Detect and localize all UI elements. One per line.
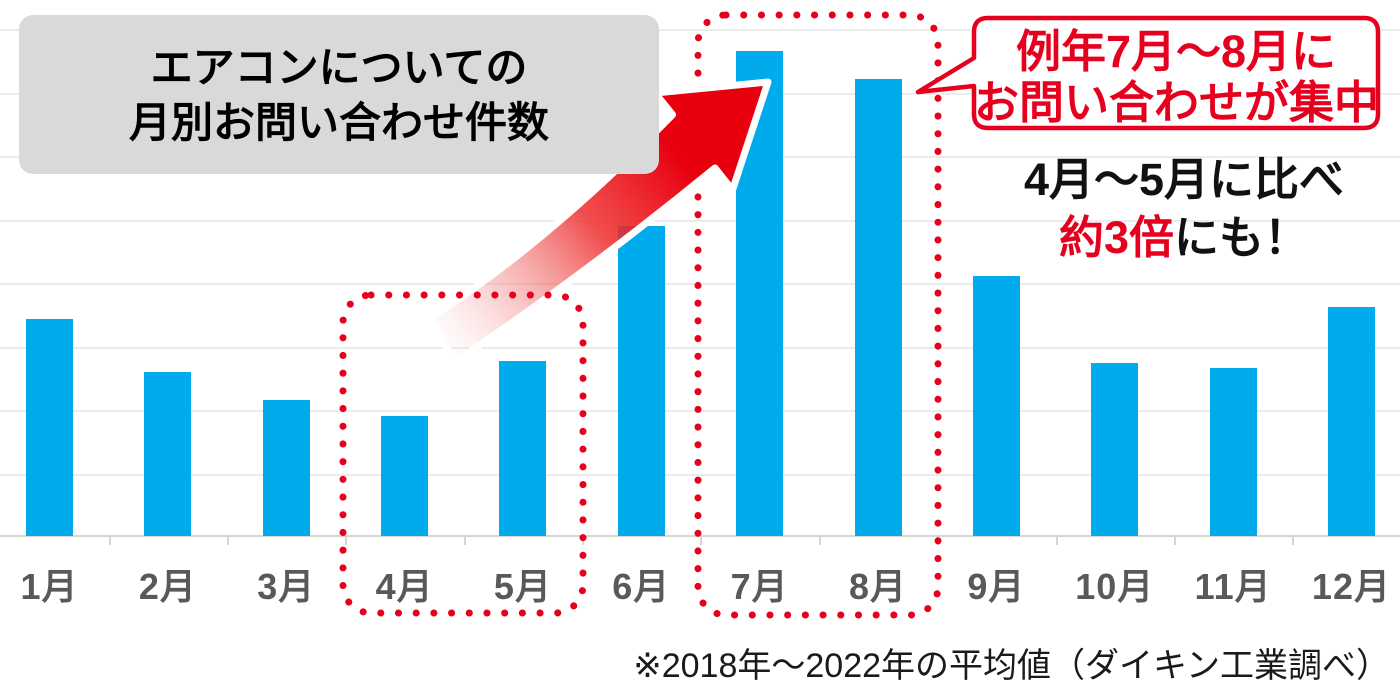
highlight-box-apr-may (339, 291, 587, 617)
axis-tick (1173, 537, 1176, 545)
axis-label-3月: 3月 (257, 566, 316, 607)
bar-1月 (26, 318, 73, 536)
bar-10月 (1091, 362, 1139, 536)
comparison-suffix: にも！ (1174, 212, 1310, 263)
bar-3月 (262, 400, 310, 536)
axis-label-4月: 4月 (375, 566, 434, 607)
chart-title-line1: エアコンについての (150, 43, 528, 91)
axis-tick (818, 537, 821, 545)
axis-label-10月: 10月 (1075, 566, 1155, 607)
axis-label-5月: 5月 (493, 566, 552, 607)
bar-4月 (381, 416, 429, 536)
axis-label-11月: 11月 (1194, 566, 1272, 607)
comparison-note: 4月～5月に比べ 約3倍にも！ (984, 151, 1384, 267)
chart-title-box: エアコンについての 月別お問い合わせ件数 (19, 15, 659, 174)
callout-bubble-shape (915, 15, 1381, 131)
bar-2月 (144, 372, 192, 536)
callout-bubble-line1: 例年7月～8月に (1015, 26, 1337, 77)
axis-tick (227, 537, 230, 545)
axis-label-6月: 6月 (612, 566, 671, 607)
axis-label-12月: 12月 (1311, 566, 1391, 607)
bar-5月 (499, 360, 547, 536)
bar-9月 (972, 275, 1020, 536)
axis-tick (1055, 537, 1058, 545)
axis-label-7月: 7月 (730, 566, 789, 607)
bar-12月 (1327, 307, 1375, 536)
gridline (0, 29, 1400, 31)
axis-tick (345, 537, 348, 545)
comparison-line1: 4月～5月に比べ (1023, 154, 1345, 205)
axis-tick (700, 537, 703, 545)
axis-label-9月: 9月 (967, 566, 1026, 607)
comparison-highlight: 約3倍 (1058, 212, 1174, 263)
gridline (0, 346, 1400, 349)
bar-8月 (854, 78, 902, 536)
source-note: ※2018年～2022年の平均値（ダイキン工業調べ） (633, 647, 1390, 685)
gridline (0, 473, 1400, 476)
chart-title-line2: 月別お問い合わせ件数 (128, 98, 549, 146)
axis-label-8月: 8月 (849, 566, 908, 607)
comparison-line2: 約3倍にも！ (984, 209, 1384, 267)
axis-label-2月: 2月 (138, 566, 197, 607)
gridline (0, 219, 1400, 222)
axis-tick (108, 537, 111, 545)
bar-11月 (1209, 368, 1257, 536)
bar-6月 (617, 225, 665, 536)
axis-tick (463, 537, 466, 545)
axis-label-1月: 1月 (20, 566, 79, 607)
callout-bubble-text: 例年7月～8月に お問い合わせが集中 (974, 26, 1380, 128)
axis-tick (1292, 537, 1295, 545)
callout-bubble-line2: お問い合わせが集中 (974, 77, 1380, 128)
highlight-box-jul-aug (694, 11, 942, 619)
